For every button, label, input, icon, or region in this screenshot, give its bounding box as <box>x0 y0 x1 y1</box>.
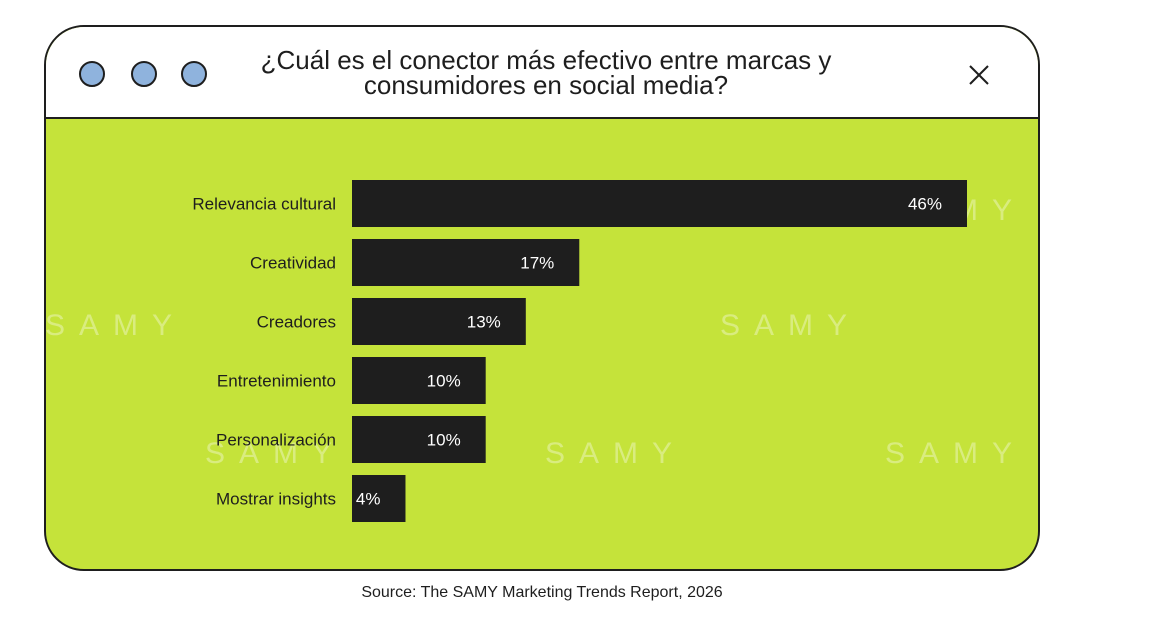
bar <box>352 357 486 404</box>
data-label: 17% <box>520 254 554 273</box>
category-label: Personalización <box>216 431 336 450</box>
category-label: Mostrar insights <box>216 490 336 509</box>
category-label: Creadores <box>257 313 336 332</box>
window-titlebar: ¿Cuál es el conector más efectivo entre … <box>46 27 1038 119</box>
browser-window: ¿Cuál es el conector más efectivo entre … <box>44 25 1040 571</box>
samy-watermark-logo: SAMY <box>545 437 686 470</box>
bar <box>352 239 580 286</box>
bar <box>352 180 967 227</box>
window-dot-icon[interactable] <box>131 61 157 87</box>
close-icon[interactable] <box>964 60 994 90</box>
bar <box>352 416 486 463</box>
samy-watermark-logo: SAMY <box>45 309 186 342</box>
category-label: Creatividad <box>250 254 336 273</box>
window-dot-icon[interactable] <box>181 61 207 87</box>
data-label: 10% <box>427 431 461 450</box>
data-label: 13% <box>467 313 501 332</box>
chart-title: ¿Cuál es el conector más efectivo entre … <box>260 45 832 100</box>
bar <box>352 475 406 522</box>
data-label: 4% <box>356 490 381 509</box>
window-dot-icon[interactable] <box>79 61 105 87</box>
source-note: Source: The SAMY Marketing Trends Report… <box>361 584 723 601</box>
category-label: Entretenimiento <box>217 372 336 391</box>
data-label: 46% <box>908 195 942 214</box>
bar <box>352 298 526 345</box>
data-label: 10% <box>427 372 461 391</box>
bars-layer: Relevancia cultural 46% Creatividad 17% Crea… <box>192 180 967 522</box>
category-label: Relevancia cultural <box>192 195 336 214</box>
samy-watermark-logo: SAMY <box>720 309 861 342</box>
watermark-layer: SAMYSAMYSAMYSAMYSAMYSAMYSAMYSAMY <box>45 194 1026 470</box>
samy-watermark-logo: SAMY <box>885 437 1026 470</box>
samy-watermark-logo: SAMY <box>205 437 346 470</box>
